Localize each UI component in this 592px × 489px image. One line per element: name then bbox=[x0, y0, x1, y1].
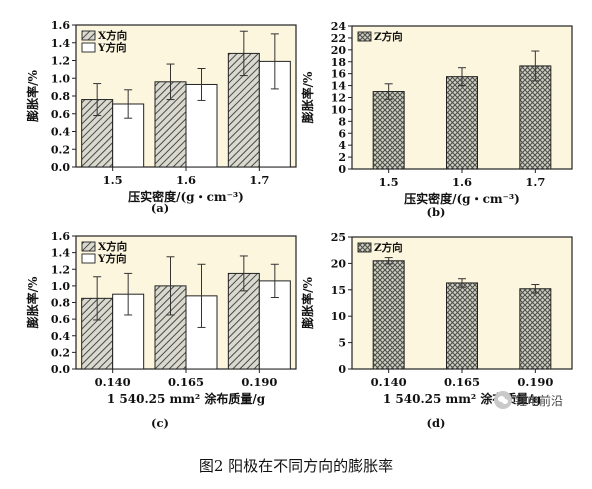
y-tick-label: 18 bbox=[331, 56, 347, 69]
panel-label: (c) bbox=[151, 416, 169, 430]
y-tick-label: 0.0 bbox=[51, 363, 70, 376]
bar bbox=[185, 83, 218, 168]
y-tick-label: 1.2 bbox=[51, 263, 70, 276]
y-tick-label: 15 bbox=[331, 284, 346, 297]
y-tick-label: 1.4 bbox=[51, 247, 70, 260]
legend-swatch bbox=[81, 42, 96, 53]
y-tick-label: 0.4 bbox=[51, 126, 70, 139]
x-tick-label: 0.165 bbox=[444, 375, 480, 389]
y-tick-label: 0.4 bbox=[51, 330, 70, 343]
legend-swatch bbox=[81, 241, 96, 252]
panel-label: (d) bbox=[427, 416, 446, 430]
x-tick-label: 1.7 bbox=[525, 175, 545, 189]
y-tick-label: 22 bbox=[331, 32, 346, 45]
y-axis-label: 膨胀率/% bbox=[300, 71, 315, 124]
chart-panel-1: 0.0 0.2 0.4 0.6 0.8 1.0 1.2 1.4 1.6 1.5 1.6 1.7 膨胀率/… bbox=[25, 19, 297, 215]
y-tick-label: 14 bbox=[331, 80, 347, 93]
bar bbox=[446, 282, 478, 370]
y-tick-label: 4 bbox=[338, 139, 346, 152]
y-tick-label: 12 bbox=[331, 92, 346, 105]
y-tick-label: 24 bbox=[331, 20, 347, 33]
y-tick-label: 1.4 bbox=[51, 37, 70, 50]
y-tick-label: 25 bbox=[331, 231, 346, 244]
y-tick-label: 0.8 bbox=[51, 297, 70, 310]
y-tick-label: 6 bbox=[338, 127, 346, 140]
figure-caption: 图2 阳极在不同方向的膨胀率 bbox=[198, 457, 394, 475]
x-tick-label: 1.5 bbox=[379, 175, 399, 189]
bar bbox=[519, 65, 552, 170]
y-tick-label: 0.8 bbox=[51, 90, 70, 103]
y-tick-label: 1.2 bbox=[51, 55, 70, 68]
y-tick-label: 0 bbox=[338, 163, 346, 176]
x-axis-label: 1 540.25 mm² 涂布质量/g bbox=[107, 391, 266, 406]
y-tick-label: 20 bbox=[331, 257, 347, 270]
watermark: 锂电前沿 bbox=[494, 391, 563, 409]
x-axis-label: 压实密度/(g・cm⁻³) bbox=[404, 191, 520, 206]
x-tick-label: 1.7 bbox=[249, 173, 269, 187]
y-tick-label: 16 bbox=[331, 68, 347, 81]
chart-panel-3: 0.0 0.2 0.4 0.6 0.8 1.0 1.2 1.4 1.6 0.140 0.165 0.1… bbox=[25, 230, 297, 430]
y-axis-label: 膨胀率/% bbox=[300, 277, 315, 330]
bar bbox=[372, 91, 405, 170]
bar bbox=[446, 76, 478, 170]
y-axis-label: 膨胀率/% bbox=[25, 276, 40, 329]
x-tick-label: 0.140 bbox=[95, 375, 131, 389]
wechat-icon bbox=[494, 391, 512, 409]
legend-swatch bbox=[357, 242, 372, 253]
watermark-text: 锂电前沿 bbox=[515, 393, 564, 408]
y-tick-label: 0.0 bbox=[51, 161, 70, 174]
legend-label: Y方向 bbox=[97, 252, 127, 265]
y-tick-label: 10 bbox=[331, 103, 347, 116]
y-tick-label: 1.6 bbox=[51, 19, 70, 32]
legend-label: Z方向 bbox=[374, 30, 403, 43]
x-tick-label: 1.6 bbox=[176, 173, 196, 187]
legend-label: Z方向 bbox=[374, 241, 403, 254]
x-axis-label: 压实密度/(g・cm⁻³) bbox=[128, 189, 244, 204]
panel-label: (b) bbox=[427, 205, 446, 219]
bar bbox=[372, 260, 405, 370]
legend-label: X方向 bbox=[98, 29, 127, 42]
y-tick-label: 2 bbox=[338, 151, 346, 164]
y-tick-label: 1.6 bbox=[51, 230, 70, 243]
y-tick-label: 0 bbox=[338, 363, 346, 376]
y-axis-label: 膨胀率/% bbox=[25, 70, 40, 123]
legend-swatch bbox=[357, 31, 372, 42]
bar bbox=[519, 288, 552, 370]
legend-label: X方向 bbox=[98, 240, 127, 253]
x-tick-label: 0.190 bbox=[517, 375, 553, 389]
y-tick-label: 0.6 bbox=[51, 313, 70, 326]
y-tick-label: 0.6 bbox=[51, 108, 70, 121]
x-tick-label: 0.165 bbox=[168, 375, 204, 389]
x-tick-label: 1.5 bbox=[103, 173, 123, 187]
y-tick-label: 1.0 bbox=[51, 280, 70, 293]
y-tick-label: 20 bbox=[331, 44, 347, 57]
y-tick-label: 0.2 bbox=[51, 143, 70, 156]
y-tick-label: 1.0 bbox=[51, 72, 70, 85]
x-tick-label: 0.190 bbox=[241, 375, 277, 389]
legend-swatch bbox=[81, 253, 96, 264]
y-tick-label: 0.2 bbox=[51, 346, 70, 359]
y-tick-label: 8 bbox=[338, 115, 346, 128]
x-tick-label: 0.140 bbox=[371, 375, 407, 389]
y-tick-label: 10 bbox=[331, 310, 347, 323]
legend-swatch bbox=[81, 30, 96, 41]
legend-label: Y方向 bbox=[97, 41, 127, 54]
panel-label: (a) bbox=[151, 201, 169, 215]
x-tick-label: 1.6 bbox=[452, 175, 472, 189]
y-tick-label: 5 bbox=[338, 337, 346, 350]
